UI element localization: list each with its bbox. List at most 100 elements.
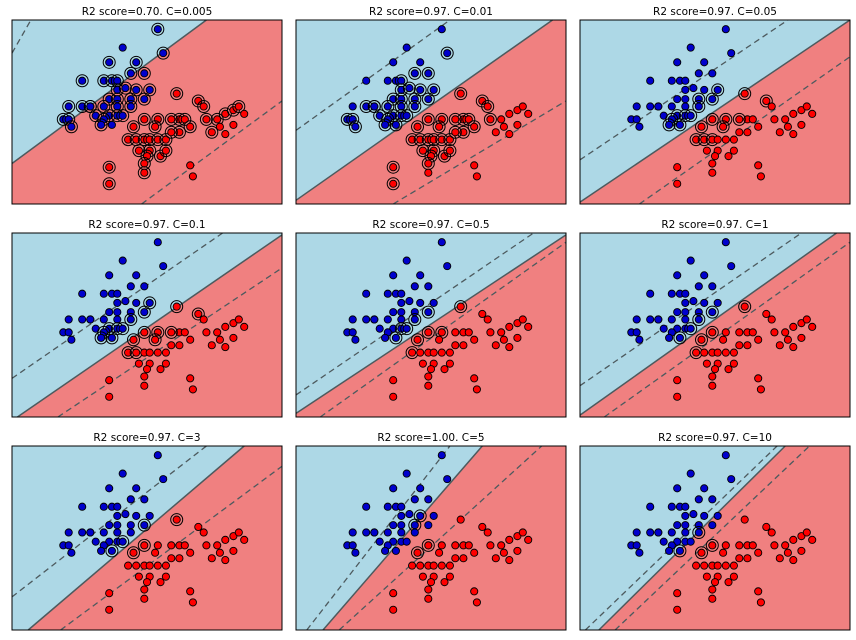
class-0-point (132, 271, 141, 280)
support-vector-ring (105, 331, 119, 345)
class-1-point (424, 372, 433, 381)
panel-title: R2 score=0.97. C=0.01 (369, 6, 493, 18)
class-1-point (172, 302, 181, 311)
support-vector-ring (695, 333, 708, 347)
class-0-point (646, 502, 655, 511)
class-0-point (370, 315, 379, 324)
class-0-point (402, 111, 411, 120)
class-1-point (789, 322, 798, 331)
class-1-point (167, 541, 176, 550)
support-vector-ring (378, 118, 392, 132)
class-0-point (118, 256, 127, 265)
class-1-point (797, 120, 806, 129)
support-vector-ring (348, 120, 362, 134)
support-vector-ring (367, 99, 381, 113)
class-0-point (632, 541, 641, 550)
class-1-point (789, 343, 798, 352)
class-0-point (635, 122, 644, 131)
class-0-point (694, 69, 703, 78)
class-1-point (802, 528, 811, 537)
class-1-point (486, 115, 495, 124)
class-1-point (470, 587, 479, 596)
class-0-point (351, 335, 360, 344)
class-1-point (424, 594, 433, 603)
support-vector-ring (218, 107, 232, 121)
support-vector-ring (197, 99, 211, 113)
class-1-point (518, 528, 527, 537)
class-0-point (145, 298, 154, 307)
class-1-point (145, 348, 154, 357)
class-0-point (140, 282, 149, 291)
class-1-point (735, 541, 744, 550)
class-0-point (99, 289, 108, 298)
class-1-point (221, 130, 230, 139)
class-1-point (142, 365, 152, 374)
class-1-point (435, 548, 444, 557)
class-1-point (435, 122, 444, 131)
panel-title: R2 score=0.70. C=0.005 (82, 6, 213, 18)
class-1-point (153, 541, 162, 550)
class-1-point (721, 328, 730, 337)
panel-1: R2 score=0.70. C=0.005 (11, 6, 283, 205)
class-0-point (362, 502, 371, 511)
class-1-point (808, 109, 817, 118)
class-0-point (681, 521, 690, 530)
class-0-point (410, 495, 419, 504)
class-1-point (229, 106, 238, 115)
class-1-point (451, 128, 460, 137)
class-0-point (397, 76, 406, 85)
class-0-point (126, 102, 135, 111)
class-1-point (464, 328, 473, 337)
class-0-point (153, 25, 162, 34)
support-vector-ring (137, 92, 151, 106)
class-0-point (381, 120, 390, 129)
class-1-point (234, 528, 243, 537)
support-vector-ring (170, 87, 184, 101)
class-0-point (97, 120, 106, 129)
class-0-point (675, 333, 684, 342)
class-1-point (132, 561, 141, 570)
class-1-point (207, 128, 216, 137)
class-0-point (383, 315, 392, 324)
class-0-point (708, 69, 717, 78)
class-0-point (126, 69, 135, 78)
class-0-point (675, 546, 684, 555)
support-vector-ring (191, 307, 205, 321)
class-0-point (397, 502, 406, 511)
class-0-point (443, 475, 452, 484)
class-1-point (767, 528, 776, 537)
support-vector-ring (205, 125, 219, 139)
class-1-point (721, 348, 730, 357)
class-0-point (140, 308, 149, 317)
class-1-point (167, 328, 176, 337)
class-1-point (132, 348, 141, 357)
class-0-point (424, 69, 433, 78)
class-0-point (113, 528, 122, 537)
support-vector-ring (386, 177, 400, 191)
class-0-point (113, 521, 122, 530)
class-0-point (105, 271, 114, 280)
class-0-point (389, 537, 398, 546)
class-0-point (410, 308, 419, 317)
margin-line (338, 445, 543, 631)
class-0-point (78, 315, 87, 324)
class-0-point (132, 298, 141, 307)
class-1-point (740, 515, 749, 524)
class-1-point (505, 130, 514, 139)
margin-line (11, 19, 32, 54)
class-1-point (756, 385, 765, 394)
class-0-point (383, 502, 392, 511)
support-vector-ring (408, 99, 422, 113)
class-0-point (391, 333, 400, 342)
class-0-point (348, 328, 357, 337)
class-1-point (754, 587, 763, 596)
class-1-point (175, 554, 184, 563)
class-1-point (161, 359, 170, 368)
class-0-point (348, 315, 357, 324)
support-vector-ring (705, 112, 719, 126)
class-1-point (156, 365, 165, 374)
class-0-point (140, 521, 149, 530)
class-0-point (673, 95, 682, 104)
class-1-point (781, 541, 790, 550)
class-1-point (524, 322, 533, 331)
